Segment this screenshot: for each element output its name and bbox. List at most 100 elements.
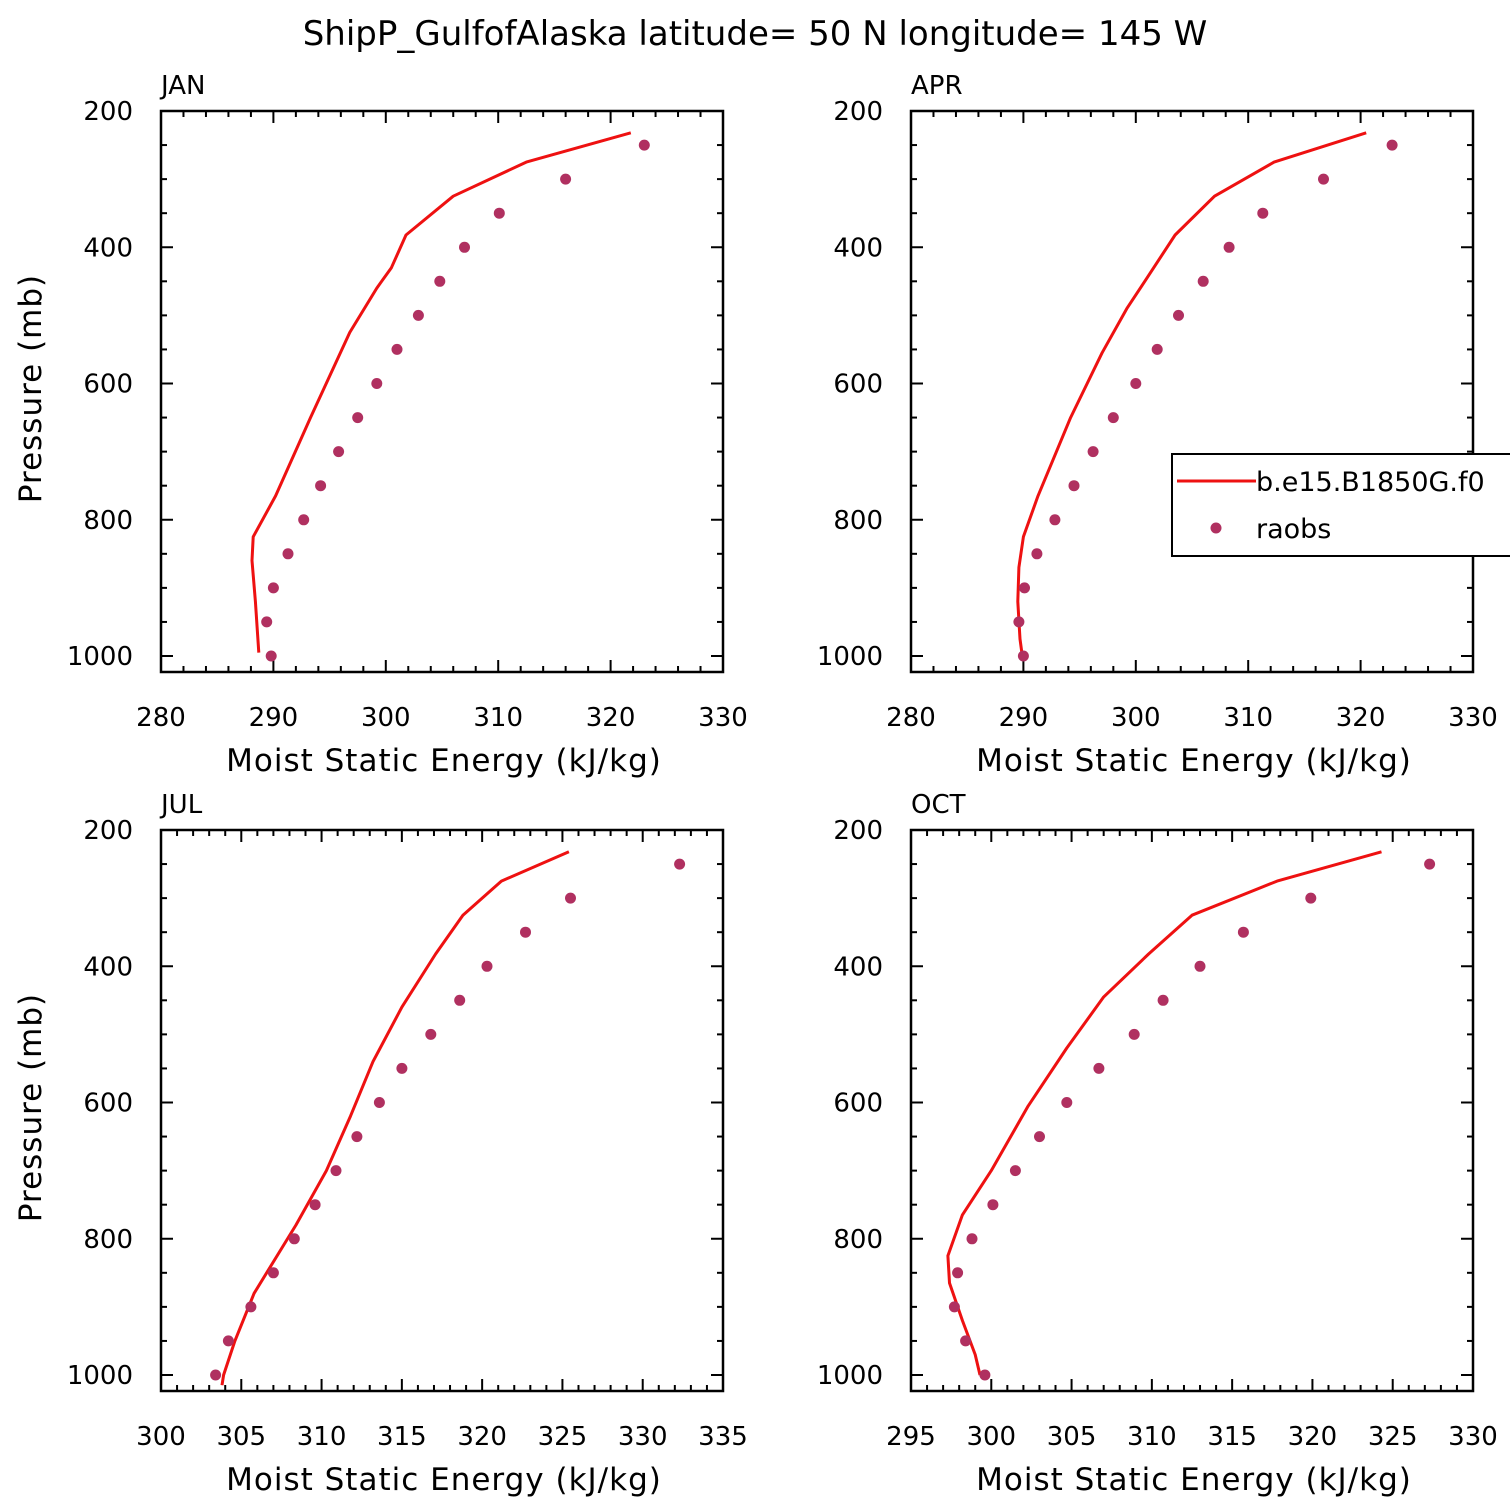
x-tick-label: 315 xyxy=(1207,1422,1257,1452)
x-tick-label: 300 xyxy=(1111,703,1161,733)
x-tick-label: 325 xyxy=(538,1422,588,1452)
model-series-line xyxy=(220,850,570,1386)
y-tick-label: 200 xyxy=(83,97,133,127)
raobs-point xyxy=(1194,960,1206,972)
raobs-point xyxy=(493,207,505,219)
panel-title: JAN xyxy=(159,71,205,101)
y-tick-label: 1000 xyxy=(67,642,133,672)
x-axis-label: Moist Static Energy (kJ/kg) xyxy=(226,1462,662,1498)
y-tick-label: 600 xyxy=(83,1089,133,1119)
x-tick-label: 310 xyxy=(473,703,523,733)
raobs-point xyxy=(425,1028,437,1040)
y-tick-label: 1000 xyxy=(817,1361,883,1391)
raobs-point xyxy=(565,892,576,904)
y-tick-label: 400 xyxy=(833,952,883,982)
raobs-point xyxy=(210,1369,222,1381)
legend-model-label: b.e15.B1850G.f0 xyxy=(1256,467,1485,498)
y-axis-label: Pressure (mb) xyxy=(13,274,49,503)
raobs-point xyxy=(265,650,277,662)
raobs-point xyxy=(330,1165,342,1177)
raobs-point xyxy=(1173,309,1184,321)
y-tick-label: 800 xyxy=(833,506,883,536)
x-tick-label: 310 xyxy=(1127,1422,1177,1452)
raobs-point xyxy=(1386,139,1398,151)
y-tick-label: 400 xyxy=(83,233,133,263)
raobs-point xyxy=(1197,275,1209,287)
panel-title: APR xyxy=(911,71,963,101)
raobs-point xyxy=(1019,582,1030,594)
legend-obs-label: raobs xyxy=(1256,514,1331,545)
raobs-point xyxy=(1093,1062,1105,1074)
raobs-point xyxy=(1107,412,1119,424)
x-tick-label: 280 xyxy=(886,703,936,733)
raobs-point xyxy=(315,480,327,492)
y-tick-label: 800 xyxy=(833,1225,883,1255)
raobs-point xyxy=(960,1335,972,1347)
x-tick-label: 330 xyxy=(698,703,748,733)
raobs-point xyxy=(1049,514,1061,526)
raobs-point xyxy=(1318,173,1329,185)
raobs-point xyxy=(1223,241,1235,253)
legend-box xyxy=(1171,453,1510,557)
raobs-point xyxy=(1157,994,1169,1006)
raobs-point xyxy=(638,139,650,151)
plot-frame xyxy=(909,828,1475,1393)
figure-title: ShipP_GulfofAlaska latitude= 50 N longit… xyxy=(303,14,1208,54)
x-tick-label: 325 xyxy=(1368,1422,1418,1452)
raobs-point xyxy=(454,994,466,1006)
x-tick-label: 290 xyxy=(249,703,299,733)
raobs-point xyxy=(1305,892,1317,904)
raobs-point xyxy=(1128,1028,1140,1040)
raobs-point xyxy=(948,1301,960,1313)
x-tick-label: 320 xyxy=(1288,1422,1338,1452)
panel-oct: OCT 295 300 305 310 315 320 325 330 200 400 600 800 1… xyxy=(817,790,1498,1498)
plot-frame xyxy=(159,828,725,1393)
raobs-point xyxy=(966,1233,978,1245)
raobs-point xyxy=(245,1301,257,1313)
x-tick-label: 295 xyxy=(886,1422,936,1452)
y-tick-label: 800 xyxy=(83,1225,133,1255)
x-tick-label: 310 xyxy=(297,1422,347,1452)
plot-frame xyxy=(159,109,725,674)
y-tick-label: 200 xyxy=(833,816,883,846)
raobs-point xyxy=(952,1267,964,1279)
raobs-point xyxy=(261,616,273,628)
raobs-point xyxy=(333,446,345,458)
raobs-point xyxy=(481,960,493,972)
raobs-point xyxy=(1130,378,1142,389)
raobs-point xyxy=(979,1369,991,1381)
model-series-line xyxy=(1016,131,1367,657)
x-tick-label: 330 xyxy=(1448,703,1498,733)
x-tick-label: 320 xyxy=(457,1422,507,1452)
x-tick-label: 300 xyxy=(966,1422,1016,1452)
raobs-point xyxy=(282,548,294,560)
y-tick-label: 200 xyxy=(83,816,133,846)
legend-obs-marker xyxy=(1210,522,1222,534)
x-tick-label: 315 xyxy=(377,1422,427,1452)
raobs-point xyxy=(560,173,572,185)
raobs-point xyxy=(1237,926,1249,938)
raobs-point xyxy=(371,378,383,389)
raobs-point xyxy=(520,926,531,938)
panel-apr: APR 280 290 300 310 320 330 200 400 600 800 1000 Moi… xyxy=(817,71,1498,779)
x-tick-label: 300 xyxy=(136,1422,186,1452)
raobs-point xyxy=(1009,1165,1021,1177)
x-tick-label: 280 xyxy=(136,703,186,733)
raobs-point xyxy=(222,1335,234,1347)
y-tick-label: 400 xyxy=(83,952,133,982)
x-tick-label: 335 xyxy=(698,1422,748,1452)
raobs-point xyxy=(1087,446,1099,458)
x-tick-label: 305 xyxy=(1047,1422,1097,1452)
y-tick-label: 1000 xyxy=(67,1361,133,1391)
raobs-point xyxy=(987,1199,999,1211)
x-tick-label: 330 xyxy=(1448,1422,1498,1452)
panels: JAN 280 290 300 310 320 330 200 400 600 800 1000 Moi… xyxy=(13,71,1498,1498)
raobs-point xyxy=(1031,548,1043,560)
raobs-point xyxy=(1034,1131,1045,1143)
raobs-point xyxy=(267,1267,279,1279)
model-series-line xyxy=(946,850,1382,1376)
raobs-point xyxy=(309,1199,321,1211)
panel-jul: JUL 300 305 310 315 320 325 330 335 200 400 600 800 1… xyxy=(13,790,748,1498)
legend: b.e15.B1850G.f0 raobs xyxy=(1171,453,1510,557)
